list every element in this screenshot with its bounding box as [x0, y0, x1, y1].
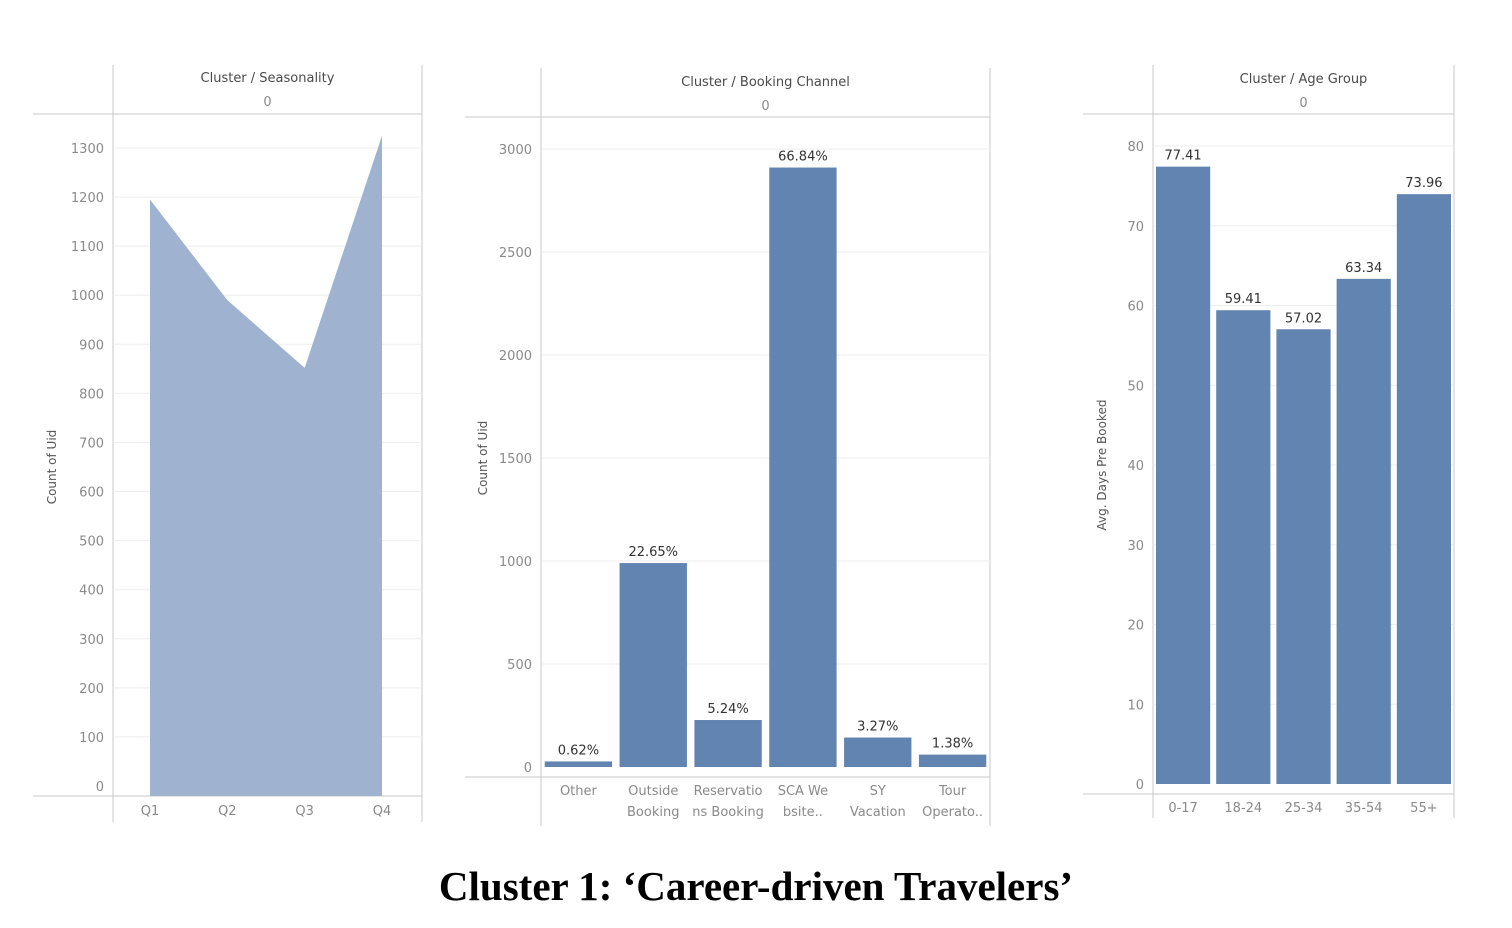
y-tick-label: 60	[1127, 300, 1144, 315]
y-axis-label: Count of Uid	[476, 421, 490, 496]
bar	[1276, 329, 1331, 784]
data-label: 5.24%	[707, 702, 748, 717]
x-tick-label: Q4	[373, 804, 392, 819]
x-tick-label: ns Booking	[692, 805, 764, 820]
y-tick-label: 700	[79, 436, 104, 451]
booking-channel-chart: Cluster / Booking Channel 0 0 500 1000 1500 20…	[465, 68, 991, 826]
x-tick-label: Tour	[938, 784, 967, 799]
x-tick-label: SCA We	[778, 784, 828, 799]
x-tick-label: 25-34	[1285, 801, 1323, 816]
data-label: 1.38%	[932, 737, 973, 752]
data-label: 3.27%	[857, 720, 898, 735]
y-tick-label: 30	[1127, 539, 1144, 554]
x-tick-label: 55+	[1410, 801, 1437, 816]
y-tick-label: 40	[1127, 459, 1144, 474]
y-tick-label: 70	[1127, 220, 1144, 235]
y-tick-label: 600	[79, 486, 104, 501]
x-tick-label: 35-54	[1345, 801, 1383, 816]
x-tick-label: Reservatio	[694, 784, 763, 799]
bar	[1156, 166, 1211, 784]
bar	[544, 761, 613, 767]
y-tick-label: 400	[79, 584, 104, 599]
bar	[619, 563, 687, 767]
figure-caption: Cluster 1: ‘Career-driven Travelers’	[438, 863, 1074, 909]
chart-title: Cluster / Seasonality	[201, 71, 335, 86]
bar	[1336, 278, 1391, 784]
bar	[844, 737, 912, 767]
x-tick-label: 0-17	[1168, 801, 1198, 816]
data-label: 77.41	[1164, 149, 1201, 164]
chart-title: Cluster / Age Group	[1240, 72, 1368, 87]
x-tick-label: 18-24	[1224, 801, 1262, 816]
bar	[694, 720, 762, 767]
y-tick-label: 100	[79, 731, 104, 746]
age-group-chart: Cluster / Age Group 0 0 10 20 30 40 50 60 70 80 Avg…	[1083, 65, 1455, 818]
x-tick-label: Operato..	[922, 805, 983, 820]
y-axis-label: Count of Uid	[45, 430, 59, 505]
y-tick-label: 80	[1127, 140, 1144, 155]
y-tick-label: 300	[79, 633, 104, 648]
y-tick-label: 1100	[71, 240, 104, 255]
y-tick-label: 500	[507, 658, 532, 673]
y-tick-label: 800	[79, 387, 104, 402]
chart-subtitle: 0	[263, 95, 271, 110]
figure: Cluster / Seasonality0010020030040050060…	[33, 65, 1455, 826]
bar	[1396, 194, 1451, 784]
y-tick-label: 0	[524, 761, 532, 776]
y-tick-label: 1000	[499, 555, 532, 570]
y-tick-label: 50	[1127, 379, 1144, 394]
x-tick-label: Q1	[141, 804, 160, 819]
x-tick-label: Other	[560, 784, 598, 799]
x-tick-label: bsite..	[783, 805, 823, 820]
chart-subtitle: 0	[761, 99, 769, 114]
data-label: 73.96	[1405, 176, 1442, 191]
data-label: 66.84%	[778, 150, 828, 165]
y-tick-label: 1000	[71, 289, 104, 304]
bar	[769, 167, 837, 768]
bar	[1216, 310, 1271, 784]
bar	[918, 754, 987, 767]
data-label: 22.65%	[628, 545, 678, 560]
data-label: 0.62%	[558, 743, 599, 758]
y-tick-label: 500	[79, 535, 104, 550]
chart-title: Cluster / Booking Channel	[681, 75, 850, 90]
y-tick-label: 1200	[71, 191, 104, 206]
y-tick-label: 900	[79, 338, 104, 353]
data-label: 63.34	[1345, 261, 1382, 276]
y-tick-label: 1500	[499, 452, 532, 467]
x-tick-label: Q3	[295, 804, 314, 819]
seasonality-chart: Cluster / Seasonality 0 0 100 200 300 400 500 60…	[33, 65, 423, 822]
data-label: 57.02	[1285, 311, 1322, 326]
y-tick-label: 3000	[499, 143, 532, 158]
y-tick-label: 2500	[499, 246, 532, 261]
y-tick-label: 200	[79, 682, 104, 697]
x-tick-label: Outside	[628, 784, 678, 799]
y-tick-label: 10	[1127, 698, 1144, 713]
y-tick-label: 1300	[71, 142, 104, 157]
x-tick-label: SY	[870, 784, 886, 799]
y-tick-label: 20	[1127, 619, 1144, 634]
y-axis-label: Avg. Days Pre Booked	[1095, 400, 1109, 531]
x-tick-label: Vacation	[850, 805, 906, 820]
x-tick-label: Q2	[218, 804, 237, 819]
y-tick-label: 0	[96, 780, 104, 795]
y-tick-label: 2000	[499, 349, 532, 364]
data-label: 59.41	[1225, 292, 1262, 307]
x-tick-label: Booking	[627, 805, 679, 820]
seasonality-area	[150, 135, 382, 796]
chart-subtitle: 0	[1299, 96, 1307, 111]
y-tick-label: 0	[1136, 778, 1144, 793]
